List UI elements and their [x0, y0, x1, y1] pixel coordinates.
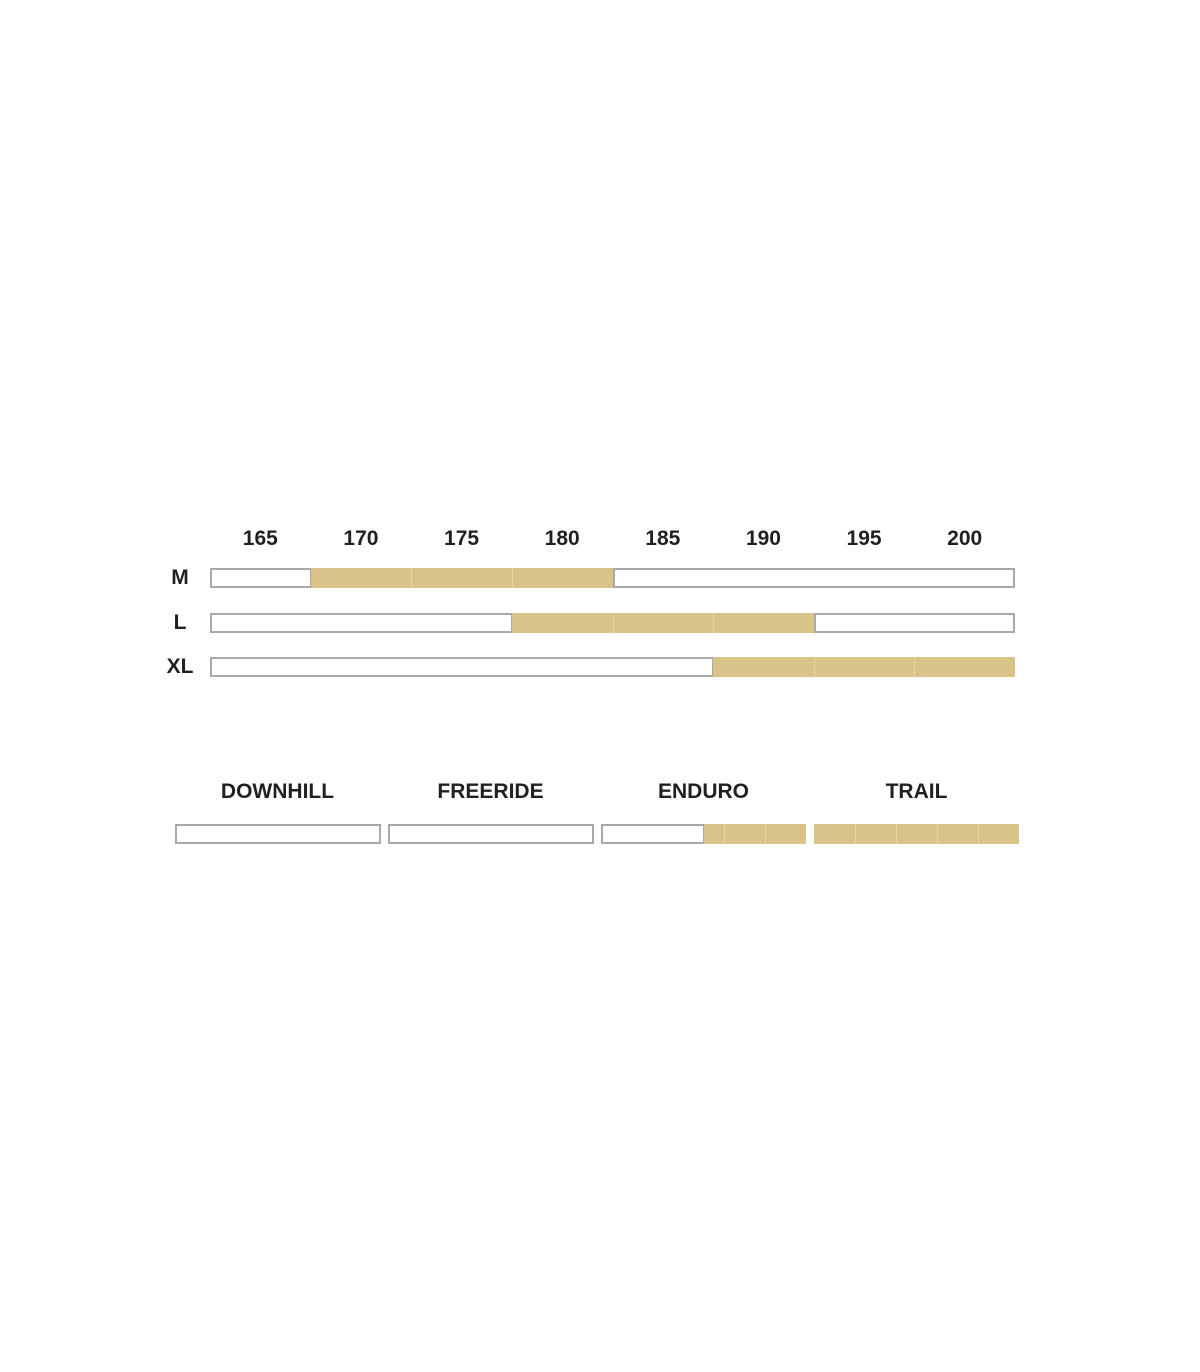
usage-bar-freeride [388, 824, 594, 844]
bar-empty-segment [612, 568, 1015, 588]
usage-bar-enduro [601, 824, 806, 844]
bar-empty-segment [210, 657, 715, 677]
bar-fill-segment [713, 657, 814, 677]
bar-fill-segment [511, 568, 613, 588]
bar-fill-segment [511, 613, 613, 633]
bar-fill-segment [765, 824, 806, 844]
bar-fill-segment [896, 824, 937, 844]
height-tick-label: 185 [645, 527, 681, 550]
size-bar-m [210, 568, 1015, 588]
bar-fill-segment [310, 568, 412, 588]
height-tick-label: 180 [544, 527, 580, 550]
bar-empty-segment [210, 568, 312, 588]
usage-label: ENDURO [657, 780, 749, 803]
usage-bar-trail [814, 824, 1019, 844]
height-tick-label: 170 [343, 527, 379, 550]
bar-empty-segment [175, 824, 381, 844]
size-label: XL [166, 655, 194, 678]
size-label: M [171, 566, 189, 589]
bar-fill-segment [813, 657, 915, 677]
bar-empty-segment [813, 613, 1015, 633]
bar-fill-segment [937, 824, 978, 844]
height-tick-label: 175 [444, 527, 480, 550]
bar-empty-segment [210, 613, 513, 633]
bar-fill-segment [411, 568, 512, 588]
usage-bar-downhill [175, 824, 381, 844]
bar-empty-segment [601, 824, 705, 844]
bar-fill-segment [713, 613, 814, 633]
bar-empty-segment [388, 824, 594, 844]
bar-fill-segment [724, 824, 765, 844]
size-bar-xl [210, 657, 1015, 677]
usage-label: DOWNHILL [220, 780, 335, 803]
usage-label: FREERIDE [437, 780, 544, 803]
size-bar-l [210, 613, 1015, 633]
bar-fill-segment [855, 824, 896, 844]
bar-fill-segment [978, 824, 1019, 844]
height-tick-label: 200 [947, 527, 983, 550]
size-label: L [173, 611, 187, 634]
height-tick-label: 195 [846, 527, 882, 550]
usage-label: TRAIL [885, 780, 948, 803]
height-tick-label: 190 [745, 527, 781, 550]
bar-fill-segment [703, 824, 724, 844]
bar-fill-segment [612, 613, 714, 633]
bar-fill-segment [814, 824, 855, 844]
bar-fill-segment [914, 657, 1015, 677]
height-tick-label: 165 [242, 527, 278, 550]
